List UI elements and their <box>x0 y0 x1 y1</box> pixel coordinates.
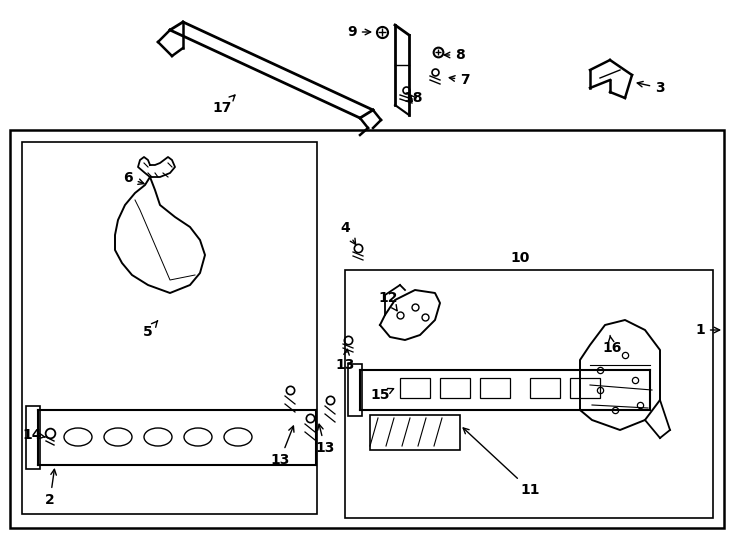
Bar <box>10 130 724 528</box>
Bar <box>480 378 510 398</box>
Text: 10: 10 <box>510 251 530 265</box>
Text: 14: 14 <box>22 428 45 442</box>
Bar <box>400 378 430 398</box>
Text: 11: 11 <box>463 428 539 497</box>
Text: 3: 3 <box>637 81 665 95</box>
Text: 13: 13 <box>270 426 294 467</box>
Text: 9: 9 <box>347 25 371 39</box>
Text: 2: 2 <box>45 469 57 507</box>
Bar <box>348 364 362 416</box>
Text: 17: 17 <box>212 95 235 115</box>
Bar <box>530 378 560 398</box>
Text: 13: 13 <box>335 349 355 372</box>
Text: 4: 4 <box>340 221 356 245</box>
Text: 16: 16 <box>603 335 622 355</box>
Text: 8: 8 <box>444 48 465 62</box>
Text: 6: 6 <box>123 171 144 185</box>
Text: 18: 18 <box>403 91 423 105</box>
Text: 5: 5 <box>143 321 158 339</box>
Text: 1: 1 <box>695 323 719 337</box>
Bar <box>345 270 713 518</box>
Text: 7: 7 <box>449 73 470 87</box>
Bar <box>570 378 600 398</box>
Text: 13: 13 <box>316 424 335 455</box>
Bar <box>26 406 40 469</box>
Text: 15: 15 <box>370 388 393 402</box>
Bar <box>22 142 317 514</box>
Bar <box>440 378 470 398</box>
Text: 12: 12 <box>378 291 398 311</box>
Bar <box>370 415 460 450</box>
